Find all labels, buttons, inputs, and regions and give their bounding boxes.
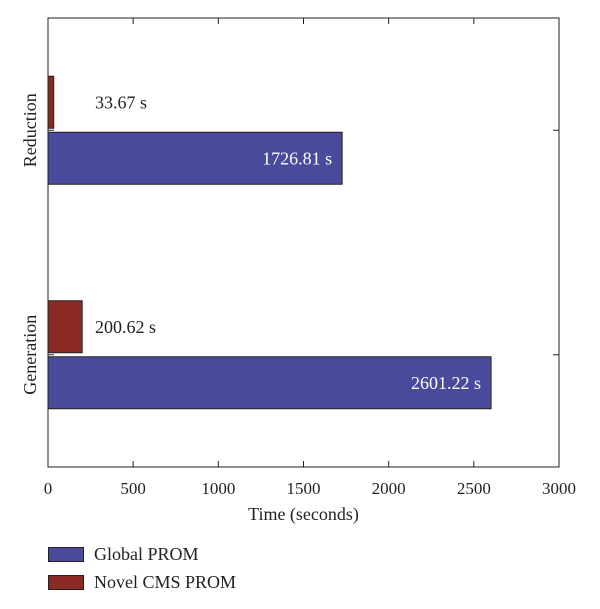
category-label-generation: Generation: [20, 315, 40, 395]
legend-swatch-novel-cms-prom: [48, 574, 84, 590]
legend: Global PROM Novel CMS PROM: [48, 540, 236, 596]
x-tick-label: 1500: [287, 479, 321, 498]
bar-novel-cms-prom-reduction: [47, 75, 55, 129]
data-label-global-prom-reduction: 1726.81 s: [262, 148, 332, 168]
x-tick-label: 2500: [457, 479, 491, 498]
data-label-global-prom-generation: 2601.22 s: [411, 373, 481, 393]
x-tick-label: 0: [44, 479, 53, 498]
x-tick-label: 500: [120, 479, 146, 498]
x-axis-title: Time (seconds): [248, 504, 359, 525]
bar-global-prom-reduction: [47, 131, 343, 185]
x-tick-label: 3000: [542, 479, 576, 498]
legend-item-novel-cms-prom: Novel CMS PROM: [48, 568, 236, 596]
x-tick-label: 2000: [372, 479, 406, 498]
legend-swatch-global-prom: [48, 546, 84, 562]
bar-global-prom-generation: [47, 356, 492, 410]
category-label-reduction: Reduction: [20, 93, 40, 167]
bars: 33.67 s 1726.81 s 200.62 s 2601.22 s: [47, 75, 492, 410]
data-label-novel-cms-prom-reduction: 33.67 s: [95, 92, 147, 112]
x-tick-label: 1000: [201, 479, 235, 498]
bar-novel-cms-prom-generation: [47, 300, 83, 354]
data-label-novel-cms-prom-generation: 200.62 s: [95, 317, 156, 337]
legend-label-novel-cms-prom: Novel CMS PROM: [94, 571, 237, 592]
legend-label-global-prom: Global PROM: [94, 543, 199, 564]
y-axis-category-labels: Reduction Generation: [20, 93, 40, 394]
legend-item-global-prom: Global PROM: [48, 540, 236, 568]
x-axis-ticks: 0 500 1000 1500 2000 2500 3000: [44, 18, 576, 498]
